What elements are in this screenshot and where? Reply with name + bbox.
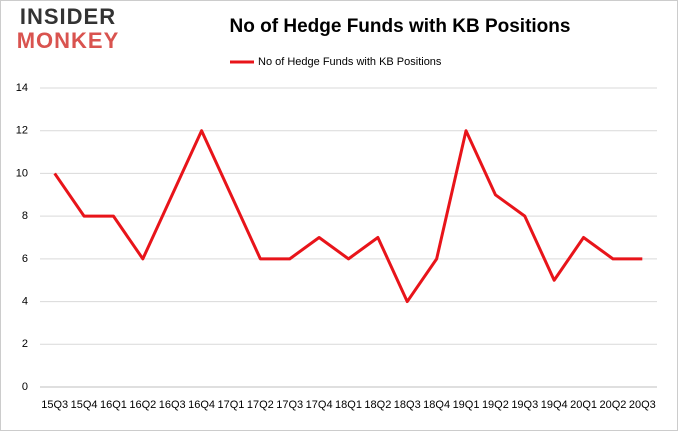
chart-title: No of Hedge Funds with KB Positions: [230, 16, 571, 37]
x-tick-label: 16Q1: [100, 399, 127, 411]
x-tick-label: 18Q1: [335, 399, 362, 411]
x-tick-label: 20Q1: [570, 399, 597, 411]
x-tick-label: 16Q4: [188, 399, 215, 411]
x-tick-label: 18Q3: [394, 399, 421, 411]
x-tick-label: 16Q2: [129, 399, 156, 411]
x-tick-label: 18Q4: [423, 399, 450, 411]
data-line: [53, 129, 643, 304]
y-tick-label: 10: [16, 167, 28, 179]
x-tick-label: 18Q2: [364, 399, 391, 411]
x-tick-label: 19Q4: [541, 399, 568, 411]
logo-line1: INSIDER: [20, 4, 116, 29]
y-tick-label: 12: [16, 125, 28, 137]
x-tick-label: 17Q4: [306, 399, 333, 411]
x-tick-label: 19Q1: [453, 399, 480, 411]
x-tick-label: 17Q3: [276, 399, 303, 411]
y-tick-label: 14: [16, 82, 28, 94]
x-tick-label: 15Q4: [71, 399, 98, 411]
logo-line2: MONKEY: [17, 28, 120, 53]
x-tick-label: 17Q1: [218, 399, 245, 411]
x-tick-label: 16Q3: [159, 399, 186, 411]
y-tick-label: 2: [22, 338, 28, 350]
x-tick-label: 20Q2: [599, 399, 626, 411]
y-tick-label: 8: [22, 210, 28, 222]
x-tick-label: 19Q3: [511, 399, 538, 411]
x-tick-label: 20Q3: [629, 399, 656, 411]
x-tick-label: 19Q2: [482, 399, 509, 411]
x-tick-label: 17Q2: [247, 399, 274, 411]
legend-label: No of Hedge Funds with KB Positions: [258, 56, 442, 68]
y-tick-label: 0: [22, 381, 28, 393]
x-tick-label: 15Q3: [41, 399, 68, 411]
y-tick-label: 6: [22, 253, 28, 265]
y-tick-label: 4: [22, 295, 28, 307]
